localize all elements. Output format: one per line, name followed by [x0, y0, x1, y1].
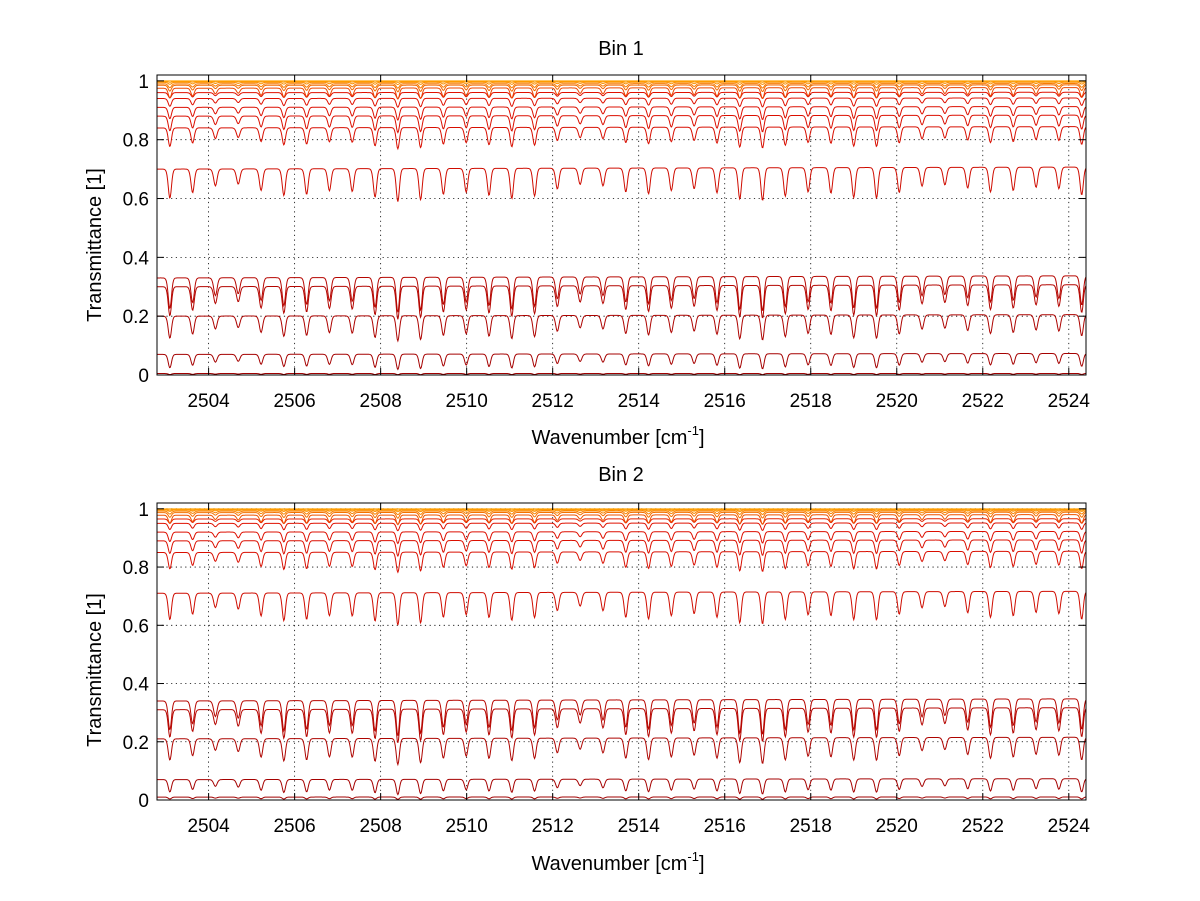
x-tick-label: 2506 — [273, 816, 315, 837]
x-tick-label: 2508 — [360, 391, 402, 412]
series-line-5 — [157, 284, 1087, 320]
x-tick-label: 2512 — [532, 391, 574, 412]
series-line-4 — [157, 736, 1087, 767]
x-tick-label: 2510 — [446, 816, 488, 837]
y-tick-label: 0 — [138, 791, 149, 812]
y-axis-label: Transmittance [1] — [84, 168, 106, 322]
series-line-14 — [157, 84, 1087, 93]
series-line-2 — [157, 372, 1087, 376]
series-line-9 — [157, 539, 1087, 558]
x-axis-label: Wavenumber [cm-1] — [531, 423, 704, 449]
series-line-4 — [157, 314, 1087, 343]
series-line-3 — [157, 352, 1087, 371]
subplot-bin-1: Bin 1 2504 2506 2508 2510 2512 2514 2516 2518 25… — [84, 38, 1090, 449]
x-tick-label: 2504 — [187, 816, 230, 837]
y-tick-label: 1 — [138, 500, 149, 521]
y-tick-label: 0.8 — [123, 558, 149, 579]
y-tick-label: 0 — [138, 366, 149, 387]
y-tick-label: 0.4 — [123, 248, 150, 269]
x-tick-label: 2520 — [876, 391, 918, 412]
y-tick-label: 0.6 — [123, 616, 149, 637]
series-line-15 — [157, 510, 1087, 516]
series-line-17 — [157, 508, 1087, 511]
series-line-11 — [157, 97, 1087, 109]
ticks: 2504 2506 2508 2510 2512 2514 2516 2518 2520 2522… — [123, 72, 1091, 412]
axes-box — [156, 74, 1087, 376]
chart-title: Bin 2 — [598, 464, 644, 486]
series-line-14 — [157, 511, 1087, 519]
x-tick-label: 2524 — [1048, 816, 1091, 837]
series-line-8 — [157, 126, 1087, 151]
y-tick-label: 0.2 — [123, 733, 149, 754]
series-line-17 — [157, 80, 1087, 83]
x-tick-label: 2514 — [618, 816, 661, 837]
series-line-9 — [157, 114, 1087, 134]
series-line-2 — [157, 796, 1087, 800]
series-line-12 — [157, 518, 1087, 525]
x-tick-label: 2524 — [1048, 391, 1091, 412]
y-tick-label: 0.2 — [123, 307, 149, 328]
x-tick-label: 2506 — [273, 391, 315, 412]
series-line-10 — [157, 530, 1087, 545]
subplot-bin-2: Bin 2 2504 2506 2508 2510 2512 2514 2516 2518 25… — [84, 464, 1090, 875]
x-tick-label: 2504 — [187, 391, 230, 412]
x-tick-label: 2516 — [704, 816, 746, 837]
series-line-6 — [157, 275, 1087, 313]
plot-series — [156, 80, 1087, 376]
ticks: 2504 2506 2508 2510 2512 2514 2516 2518 2520 2522… — [123, 500, 1091, 837]
x-tick-label: 2512 — [532, 816, 574, 837]
chart-title: Bin 1 — [598, 38, 644, 60]
x-tick-label: 2520 — [876, 816, 918, 837]
series-line-11 — [157, 522, 1087, 532]
x-axis-label: Wavenumber [cm-1] — [531, 849, 704, 875]
series-line-6 — [157, 698, 1087, 736]
x-tick-label: 2522 — [962, 816, 1004, 837]
x-tick-label: 2510 — [446, 391, 488, 412]
y-tick-label: 0.6 — [123, 190, 149, 211]
series-line-10 — [157, 106, 1087, 121]
y-tick-label: 0.4 — [123, 675, 150, 696]
y-tick-label: 0.8 — [123, 131, 149, 152]
y-axis-label: Transmittance [1] — [84, 593, 106, 747]
series-line-13 — [156, 87, 1087, 100]
y-tick-label: 1 — [138, 72, 149, 93]
axes-box — [156, 502, 1087, 801]
series-line-8 — [157, 550, 1087, 574]
x-tick-label: 2516 — [704, 391, 746, 412]
series-line-16 — [157, 81, 1087, 86]
x-tick-label: 2518 — [790, 816, 832, 837]
series-line-13 — [157, 514, 1087, 526]
x-tick-label: 2508 — [360, 816, 402, 837]
series-line-15 — [157, 83, 1087, 89]
grid — [157, 75, 1086, 376]
series-line-16 — [157, 509, 1087, 513]
x-tick-label: 2522 — [962, 391, 1004, 412]
series-line-3 — [157, 778, 1087, 796]
grid — [157, 503, 1086, 801]
series-line-7 — [157, 166, 1087, 202]
series-line-7 — [157, 590, 1087, 626]
series-line-5 — [156, 707, 1087, 743]
x-tick-label: 2518 — [790, 391, 832, 412]
plot-series — [156, 508, 1087, 801]
series-line-12 — [157, 91, 1087, 100]
x-tick-label: 2514 — [618, 391, 661, 412]
